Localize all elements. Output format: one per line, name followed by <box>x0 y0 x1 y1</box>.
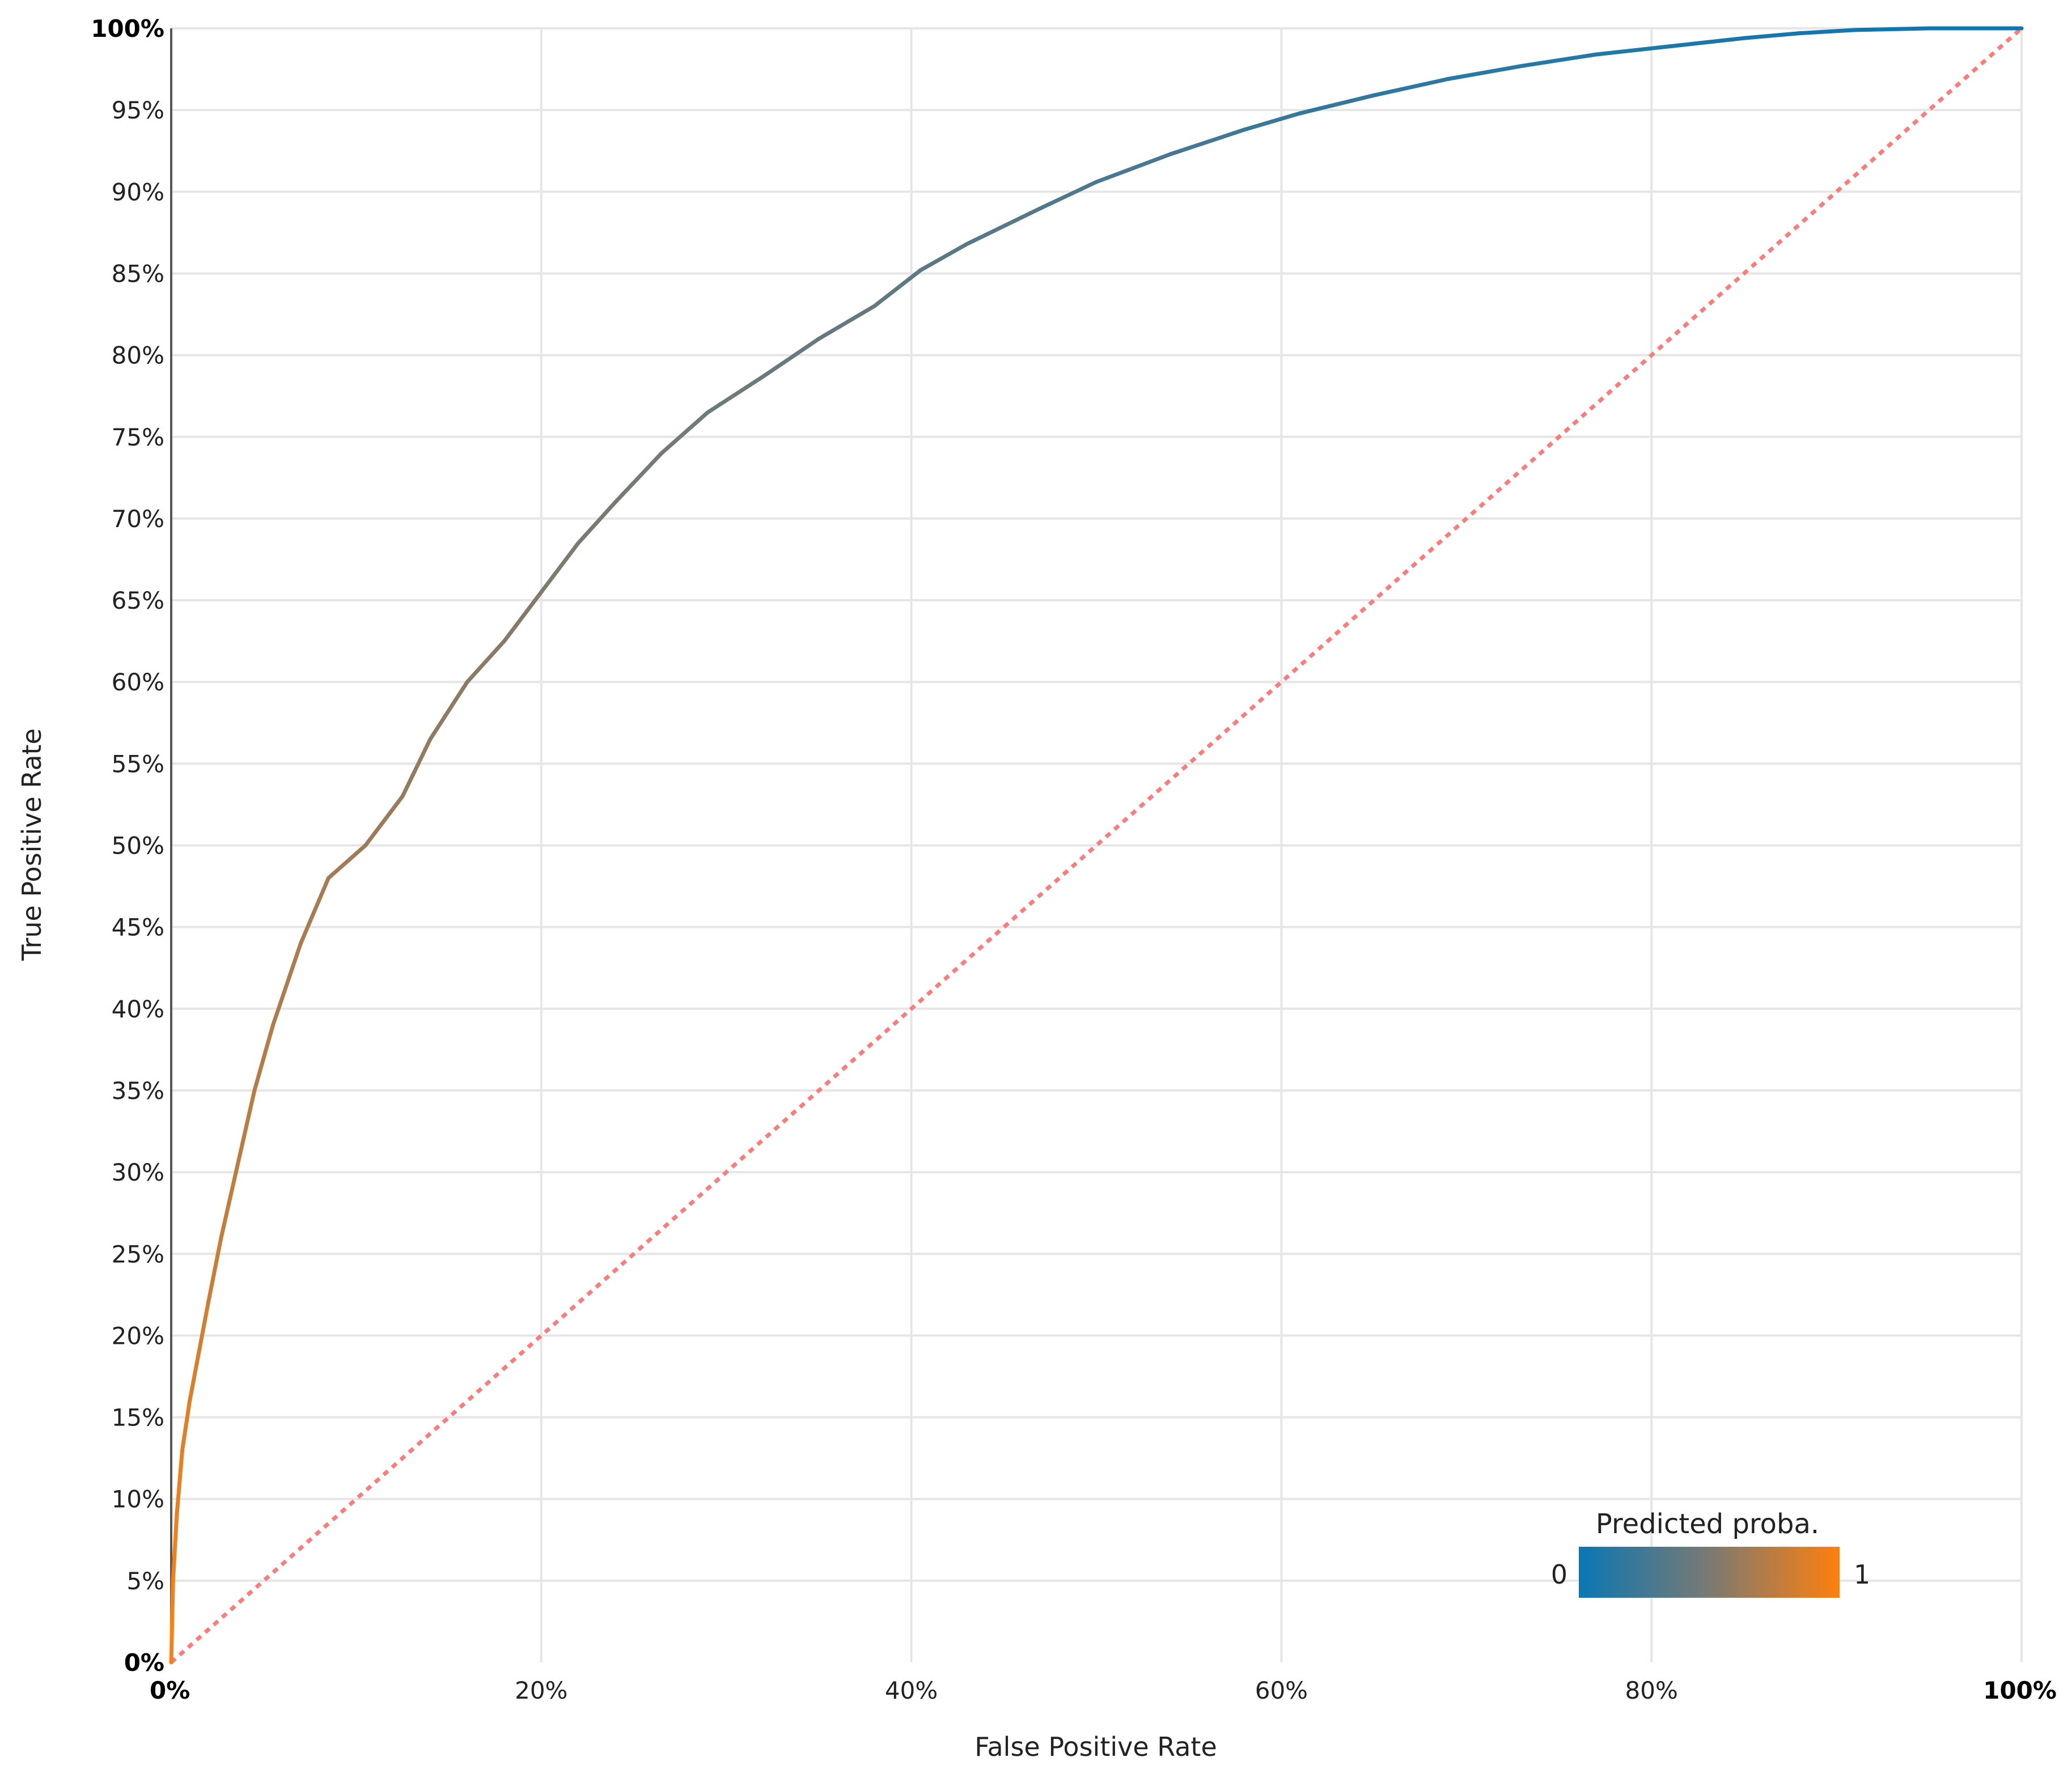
roc-curve-segment <box>1520 52 1598 68</box>
grid <box>171 27 2023 1662</box>
roc-curve-segment <box>1242 111 1302 132</box>
y-tick-label: 95% <box>112 96 164 124</box>
x-tick-label: 60% <box>1255 1677 1308 1704</box>
x-tick-label: 100% <box>1983 1677 2057 1704</box>
roc-curve-segment <box>1446 63 1524 81</box>
roc-curve-segment <box>1298 93 1376 116</box>
roc-curve-segment <box>271 941 303 1028</box>
y-tick-label: 65% <box>112 587 164 614</box>
roc-curve-segment <box>363 794 405 847</box>
x-tick-labels: 0% 20% 40% 60% 80% 100% <box>150 1677 2057 1704</box>
y-tick-label: 40% <box>112 995 164 1023</box>
roc-curve-segment <box>1742 31 1802 40</box>
y-tick-label: 45% <box>112 914 164 941</box>
roc-curve-segment <box>965 206 1043 247</box>
y-tick-labels: 0% 5% 10% 15% 20% 25% 30% 35% 40% 45% 50% 55% 60% 65%… <box>91 15 164 1677</box>
roc-curve-segment <box>234 1088 257 1174</box>
roc-curve-segment <box>761 337 821 379</box>
roc-curve-segment <box>1853 26 1931 32</box>
y-tick-label: 30% <box>112 1159 164 1186</box>
roc-curve-segment <box>354 843 368 856</box>
roc-curve-segment <box>816 304 876 341</box>
y-tick-label: 0% <box>124 1649 164 1677</box>
y-tick-label: 100% <box>91 15 164 43</box>
legend-title: Predicted proba. <box>1596 1508 1819 1540</box>
roc-curve-segment <box>400 737 433 799</box>
roc-curve-segment <box>206 1235 223 1305</box>
roc-curve-segment <box>872 268 923 308</box>
roc-curve-segment <box>1039 180 1099 210</box>
roc-curve-segment <box>576 500 617 545</box>
roc-curve-segment <box>171 1513 179 1583</box>
y-tick-label: 90% <box>112 178 164 206</box>
roc-curve-segment <box>1668 36 1746 49</box>
roc-curve-segment <box>180 1399 192 1452</box>
roc-curve-segment <box>1594 44 1672 57</box>
diagonal-reference-line <box>170 27 2023 1664</box>
y-tick-label: 50% <box>112 832 164 860</box>
y-tick-label: 10% <box>112 1486 164 1513</box>
roc-curve-segment <box>918 242 969 273</box>
roc-curve-segment <box>169 1578 175 1665</box>
y-tick-label: 55% <box>112 750 164 778</box>
roc-curve-segment <box>1372 77 1450 97</box>
diagonal-line <box>170 27 2023 1664</box>
y-tick-label: 75% <box>112 423 164 451</box>
x-tick-label: 80% <box>1625 1677 1678 1704</box>
roc-curve-segment <box>613 451 664 504</box>
roc-curve-segment <box>465 639 507 684</box>
legend-min-label: 0 <box>1551 1559 1567 1590</box>
roc-curve-segment <box>1094 152 1173 184</box>
legend-max-label: 1 <box>1854 1559 1870 1590</box>
y-tick-label: 5% <box>126 1567 164 1595</box>
roc-curve-segment <box>219 1170 238 1240</box>
x-tick-label: 20% <box>515 1677 567 1704</box>
roc-curve-segment <box>1797 28 1857 36</box>
roc-curve-segment <box>326 851 358 880</box>
y-tick-label: 60% <box>112 668 164 696</box>
roc-curve-segment <box>1168 128 1247 156</box>
y-tick-label: 15% <box>112 1404 164 1432</box>
roc-curve-segment <box>539 541 581 595</box>
y-tick-label: 20% <box>112 1322 164 1350</box>
roc-curve-segment <box>197 1301 210 1354</box>
roc-curve-segment <box>502 590 544 643</box>
legend-color-bar <box>1579 1547 1840 1598</box>
y-axis-label: True Positive Rate <box>16 728 47 961</box>
x-tick-label: 40% <box>885 1677 938 1704</box>
y-tick-label: 35% <box>112 1077 164 1105</box>
roc-curve-segment <box>659 410 710 456</box>
roc-curve-segment <box>175 1448 185 1518</box>
y-tick-label: 70% <box>112 505 164 533</box>
roc-curve-segment <box>188 1350 201 1403</box>
roc-curve-segment <box>252 1023 276 1093</box>
y-tick-label: 25% <box>112 1240 164 1268</box>
roc-curve-segment <box>706 374 765 415</box>
color-legend: Predicted proba. 0 1 <box>1551 1508 1870 1598</box>
y-tick-label: 85% <box>112 260 164 287</box>
x-tick-label: 0% <box>150 1677 190 1704</box>
y-tick-label: 80% <box>112 342 164 370</box>
x-axis-label: False Positive Rate <box>974 1732 1217 1762</box>
roc-curve <box>169 26 2024 1665</box>
roc-curve-segment <box>428 680 469 741</box>
roc-curve-segment <box>298 876 330 945</box>
